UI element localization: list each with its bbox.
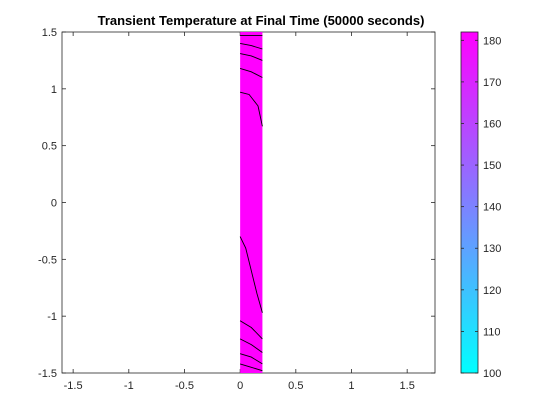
contour-line [239, 67, 263, 78]
colorbar-tick-label: 140 [483, 202, 501, 214]
colorbar-tick-label: 180 [483, 35, 501, 47]
y-tick-label: -1.5 [38, 368, 57, 380]
contour-line [239, 320, 263, 340]
colorbar-tick-label: 150 [483, 160, 501, 172]
y-tick-label: 1 [51, 84, 57, 96]
contour-line [240, 53, 263, 61]
x-tick-label: 0.5 [288, 380, 303, 392]
temperature-field [240, 32, 263, 373]
colorbar-tick-label: 130 [483, 243, 501, 255]
colorbar: 100 110 120 130 140 150 160 170 180 [460, 31, 501, 380]
temperature-region [240, 32, 263, 373]
colorbar-tick-label: 160 [483, 118, 501, 130]
chart-title: Transient Temperature at Final Time (500… [98, 13, 425, 28]
y-tick-label: -1 [47, 311, 57, 323]
y-tick-label: 0.5 [42, 141, 57, 153]
x-tick-label: 0 [237, 380, 243, 392]
y-tick-label: 1.5 [42, 27, 57, 39]
contour-line [240, 42, 263, 50]
contour-line [239, 236, 263, 313]
plot-axes: -1.5 -1 -0.5 0 0.5 1 1.5 -1.5 -1 -0.5 0 0.5 1 1.5 [38, 27, 436, 392]
colorbar-scale [460, 31, 479, 374]
contour-line [239, 353, 263, 365]
y-tick-label: -0.5 [38, 254, 57, 266]
x-tick-label: -1 [124, 380, 134, 392]
colorbar-tick-label: 110 [483, 326, 501, 338]
contour-lines [239, 34, 263, 372]
contour-line [239, 91, 263, 127]
x-tick-label: -1.5 [64, 380, 83, 392]
colorbar-tick-label: 100 [483, 368, 501, 380]
y-tick-label: 0 [51, 198, 57, 210]
contour-line [239, 338, 263, 353]
colorbar-tick-label: 170 [483, 77, 501, 89]
x-tick-label: 1.5 [400, 380, 415, 392]
x-tick-label: 1 [348, 380, 354, 392]
colorbar-tick-label: 120 [483, 285, 501, 297]
x-tick-label: -0.5 [175, 380, 194, 392]
contour-line [239, 363, 263, 372]
